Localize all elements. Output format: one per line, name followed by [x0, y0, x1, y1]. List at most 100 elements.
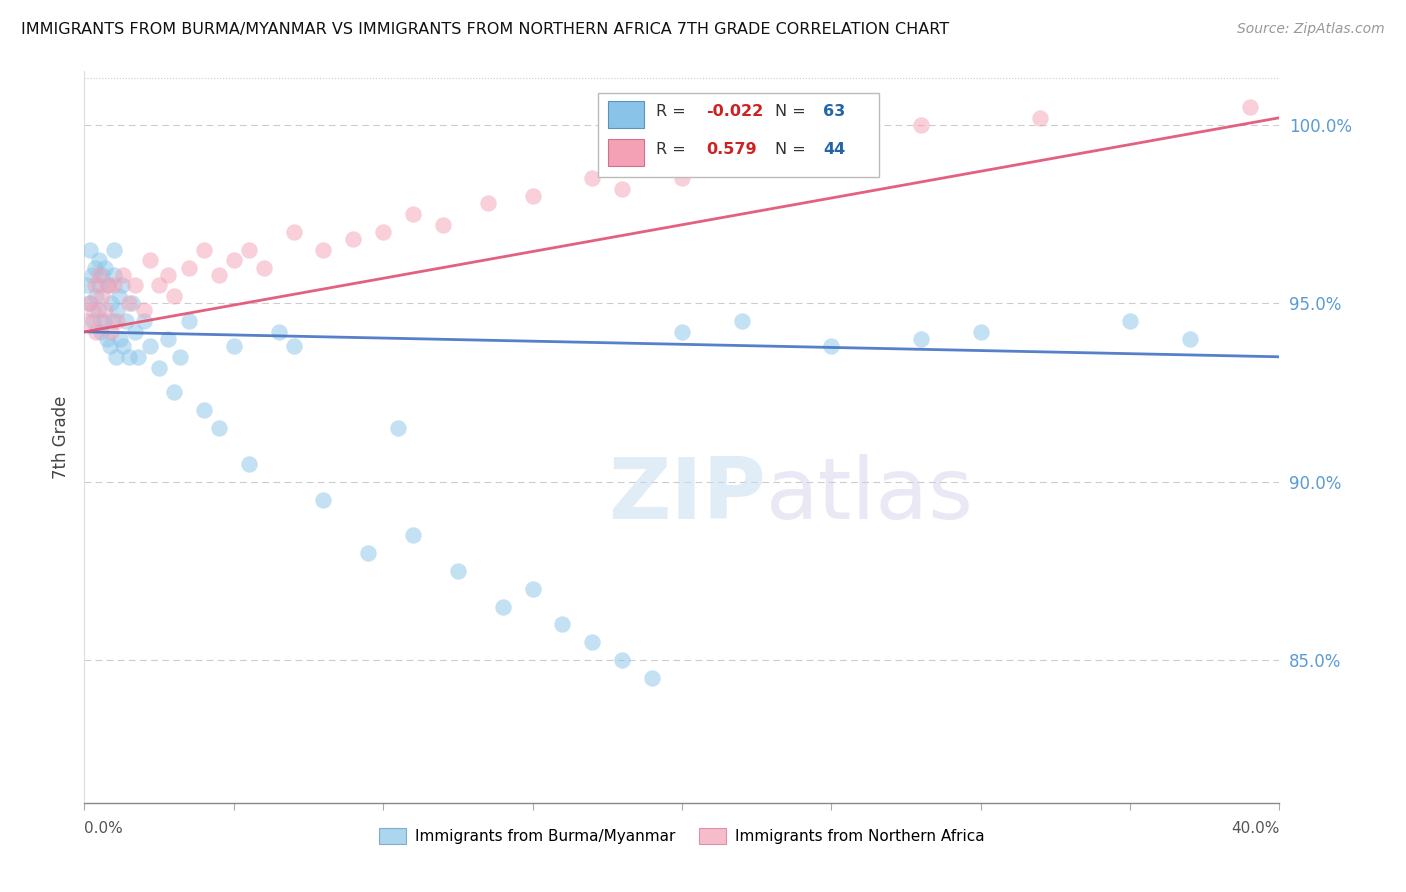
Point: [115, 314, 138, 328]
Point: [80, 268, 103, 282]
Point: [581, 635, 603, 649]
Point: [1029, 111, 1052, 125]
Text: ZIP: ZIP: [607, 454, 766, 537]
FancyBboxPatch shape: [599, 94, 879, 178]
Point: [82, 314, 104, 328]
Point: [132, 303, 156, 318]
Point: [103, 243, 125, 257]
Point: [373, 225, 395, 239]
Point: [820, 136, 842, 150]
Point: [89, 253, 111, 268]
Point: [477, 196, 499, 211]
Point: [1178, 332, 1201, 346]
Point: [671, 171, 693, 186]
Point: [107, 289, 129, 303]
Point: [104, 350, 127, 364]
Text: 44: 44: [823, 143, 845, 157]
FancyBboxPatch shape: [607, 138, 644, 167]
Point: [522, 582, 544, 596]
Point: [97, 278, 120, 293]
Point: [312, 492, 335, 507]
Point: [492, 599, 515, 614]
Point: [101, 314, 124, 328]
Point: [312, 243, 335, 257]
Point: [551, 617, 574, 632]
Point: [79, 243, 101, 257]
Point: [731, 314, 754, 328]
Point: [111, 278, 134, 293]
Point: [910, 332, 932, 346]
Text: N =: N =: [775, 104, 811, 120]
Point: [86, 325, 108, 339]
Point: [76, 278, 98, 293]
Point: [402, 528, 425, 542]
Point: [177, 260, 200, 275]
Text: 40.0%: 40.0%: [1232, 821, 1279, 836]
Point: [100, 325, 122, 339]
Point: [139, 253, 162, 268]
Point: [641, 153, 664, 168]
Point: [157, 332, 180, 346]
Point: [76, 314, 98, 328]
Point: [105, 303, 128, 318]
Point: [83, 278, 105, 293]
Point: [342, 232, 364, 246]
Text: 0.0%: 0.0%: [84, 821, 124, 836]
Point: [132, 314, 156, 328]
Point: [124, 278, 146, 293]
Point: [253, 260, 276, 275]
Point: [222, 339, 245, 353]
Point: [91, 268, 114, 282]
Point: [283, 339, 305, 353]
Point: [96, 332, 118, 346]
Point: [77, 296, 100, 310]
Point: [238, 243, 260, 257]
Point: [103, 278, 125, 293]
Point: [100, 296, 122, 310]
Text: 63: 63: [823, 104, 845, 120]
Point: [671, 325, 693, 339]
Point: [127, 350, 149, 364]
Point: [148, 278, 170, 293]
Text: R =: R =: [655, 143, 696, 157]
Point: [283, 225, 305, 239]
Point: [193, 403, 215, 417]
Point: [163, 385, 186, 400]
Point: [94, 260, 117, 275]
Point: [163, 289, 186, 303]
Point: [1119, 314, 1142, 328]
Point: [402, 207, 425, 221]
Point: [110, 332, 132, 346]
Point: [208, 268, 231, 282]
Point: [581, 171, 603, 186]
Point: [169, 350, 191, 364]
Point: [641, 671, 664, 685]
Point: [105, 314, 128, 328]
Point: [124, 325, 146, 339]
Text: R =: R =: [655, 104, 690, 120]
Point: [820, 339, 842, 353]
Point: [86, 289, 108, 303]
Text: -0.022: -0.022: [706, 104, 763, 120]
Point: [222, 253, 245, 268]
Point: [94, 303, 117, 318]
Point: [79, 296, 101, 310]
Point: [93, 314, 115, 328]
Point: [121, 296, 143, 310]
Point: [112, 268, 135, 282]
Point: [193, 243, 215, 257]
Point: [118, 296, 141, 310]
Point: [238, 457, 260, 471]
Point: [89, 278, 111, 293]
Point: [208, 421, 231, 435]
Point: [82, 303, 104, 318]
Point: [89, 268, 111, 282]
Point: [139, 339, 162, 353]
Point: [432, 218, 454, 232]
Point: [83, 260, 105, 275]
Point: [357, 546, 380, 560]
Text: 0.579: 0.579: [706, 143, 756, 157]
Point: [612, 182, 634, 196]
Point: [90, 325, 112, 339]
Point: [118, 350, 141, 364]
